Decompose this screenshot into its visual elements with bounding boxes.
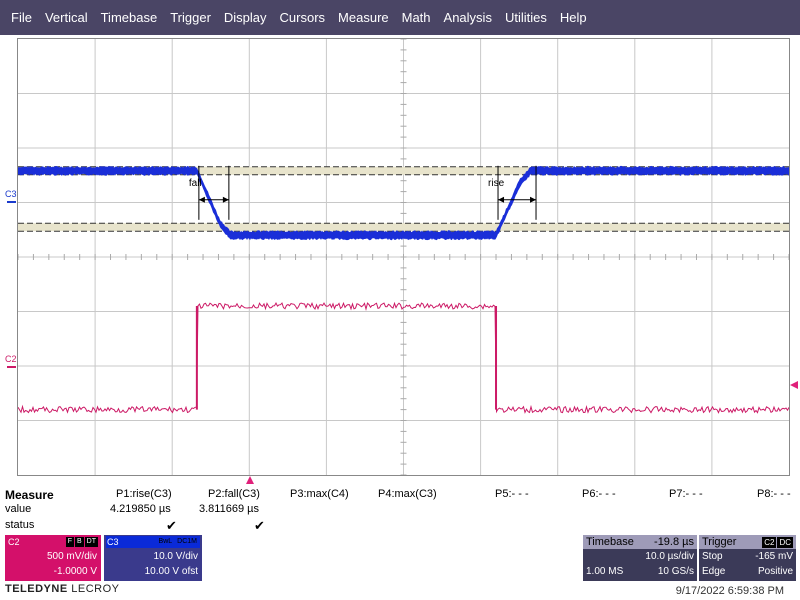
timebase-tdiv: 10.0 µs/div [645, 551, 694, 562]
menu-analysis[interactable]: Analysis [443, 10, 492, 25]
trigger-header: Trigger C2 DC [699, 535, 796, 549]
menu-file[interactable]: File [11, 10, 32, 25]
trigger-level-marker[interactable] [790, 381, 798, 389]
menu-cursors[interactable]: Cursors [279, 10, 326, 25]
trigger-line-2: Edge Positive [699, 564, 796, 579]
c2-offset: -1.0000 V [53, 566, 97, 577]
trigger-source-badge: C2 [762, 536, 777, 548]
timebase-rate: 10 GS/s [657, 566, 694, 577]
param-p2-name[interactable]: P2:fall(C3) [208, 488, 260, 500]
timebase-panel[interactable]: Timebase -19.8 µs 10.0 µs/div 1.00 MS 10… [583, 535, 697, 581]
c3-panel-name: C3 [107, 537, 119, 547]
c3-upper-band [18, 166, 789, 175]
c2-vdiv: 500 mV/div [46, 551, 97, 562]
datetime: 9/17/2022 6:59:38 PM [675, 585, 784, 597]
rise-marker-arrow-right [530, 196, 537, 203]
measure-value-row: value 4.219850 µs 3.811669 µs [0, 503, 800, 519]
c2-panel-name: C2 [8, 537, 20, 547]
menu-trigger[interactable]: Trigger [170, 10, 211, 25]
c3-offset: 10.00 V ofst [144, 566, 198, 577]
param-p1-value: 4.219850 µs [110, 503, 171, 515]
c3-panel-header: C3 BwL DC1M [104, 535, 202, 549]
trigger-line-1: Stop -165 mV [699, 549, 796, 564]
c3-offset-label: C3 [5, 189, 17, 199]
menu-help[interactable]: Help [559, 10, 587, 25]
param-p2-value: 3.811669 µs [199, 503, 259, 515]
menu-timebase[interactable]: Timebase [100, 10, 158, 25]
c3-offset-marker[interactable] [7, 201, 16, 203]
param-p8-name[interactable]: P8:- - - [757, 488, 791, 500]
trigger-panel[interactable]: Trigger C2 DC Stop -165 mV Edge Positive [699, 535, 796, 581]
waveform-canvas: fall rise [18, 39, 789, 475]
menu-display[interactable]: Display [223, 10, 267, 25]
brand-logo: TELEDYNE LECROY [5, 583, 119, 595]
measure-table: Measure P1:rise(C3) P2:fall(C3) P3:max(C… [0, 486, 800, 536]
c2-badge-dt: DT [84, 537, 98, 547]
param-p1-name[interactable]: P1:rise(C3) [116, 488, 172, 500]
fall-marker-arrow-left [198, 196, 205, 203]
c2-panel-header: C2 F B DT [5, 535, 101, 549]
c2-badge-f: F [65, 537, 74, 547]
trigger-coupling-badge: DC [777, 536, 793, 548]
trigger-position-marker[interactable] [246, 476, 254, 484]
c2-waveform [18, 301, 789, 414]
timebase-delay: -19.8 µs [654, 536, 694, 548]
rise-marker-arrow-left [498, 196, 505, 203]
param-p3-name[interactable]: P3:max(C4) [290, 488, 349, 500]
c3-channel-panel[interactable]: C3 BwL DC1M 10.0 V/div 10.00 V ofst [104, 535, 202, 581]
waveform-grid[interactable]: fall rise [17, 38, 790, 476]
trigger-slope: Positive [757, 566, 793, 577]
c2-offset-label: C2 [5, 354, 17, 364]
c3-lower-band [18, 223, 789, 232]
fall-marker-label: fall [189, 178, 202, 189]
c2-badges: F B DT [65, 537, 98, 547]
rise-marker-label: rise [488, 178, 505, 189]
brand-light: LECROY [67, 583, 120, 595]
measure-header-row: Measure P1:rise(C3) P2:fall(C3) P3:max(C… [0, 488, 800, 504]
brand-bold: TELEDYNE [5, 583, 68, 595]
param-p6-name[interactable]: P6:- - - [582, 488, 616, 500]
param-p2-status-icon: ✔ [254, 518, 265, 533]
timebase-label: Timebase [586, 536, 634, 548]
menu-utilities[interactable]: Utilities [504, 10, 547, 25]
menu-bar: File Vertical Timebase Trigger Display C… [0, 0, 800, 35]
timebase-line-1: 10.0 µs/div [583, 549, 697, 564]
measure-status-row: status ✔ ✔ [0, 519, 800, 535]
trigger-mode: Stop [702, 551, 723, 562]
c2-badge-b: B [74, 537, 84, 547]
param-p7-name[interactable]: P7:- - - [669, 488, 703, 500]
timebase-samples: 1.00 MS [586, 566, 624, 577]
c3-waveform [18, 165, 789, 241]
param-p5-name[interactable]: P5:- - - [495, 488, 529, 500]
trigger-type: Edge [702, 566, 726, 577]
fall-marker-arrow-right [222, 196, 229, 203]
c3-vdiv: 10.0 V/div [153, 551, 198, 562]
trigger-label: Trigger [702, 536, 737, 548]
menu-math[interactable]: Math [401, 10, 431, 25]
measure-title[interactable]: Measure [5, 488, 54, 502]
trigger-badges: C2 DC [762, 536, 793, 548]
c3-badges: BwL DC1M [156, 537, 199, 547]
timebase-header: Timebase -19.8 µs [583, 535, 697, 549]
trigger-level: -165 mV [755, 551, 793, 562]
c3-badge-bwl: BwL [156, 537, 175, 547]
param-p4-name[interactable]: P4:max(C3) [378, 488, 437, 500]
c3-badge-dc1m: DC1M [175, 537, 199, 547]
row-label-value: value [5, 503, 32, 515]
c2-offset-marker[interactable] [7, 366, 16, 368]
menu-measure[interactable]: Measure [338, 10, 389, 25]
c2-channel-panel[interactable]: C2 F B DT 500 mV/div -1.0000 V [5, 535, 101, 581]
menu-vertical[interactable]: Vertical [44, 10, 88, 25]
row-label-status: status [5, 519, 35, 531]
timebase-line-2: 1.00 MS 10 GS/s [583, 564, 697, 579]
param-p1-status-icon: ✔ [166, 518, 177, 533]
